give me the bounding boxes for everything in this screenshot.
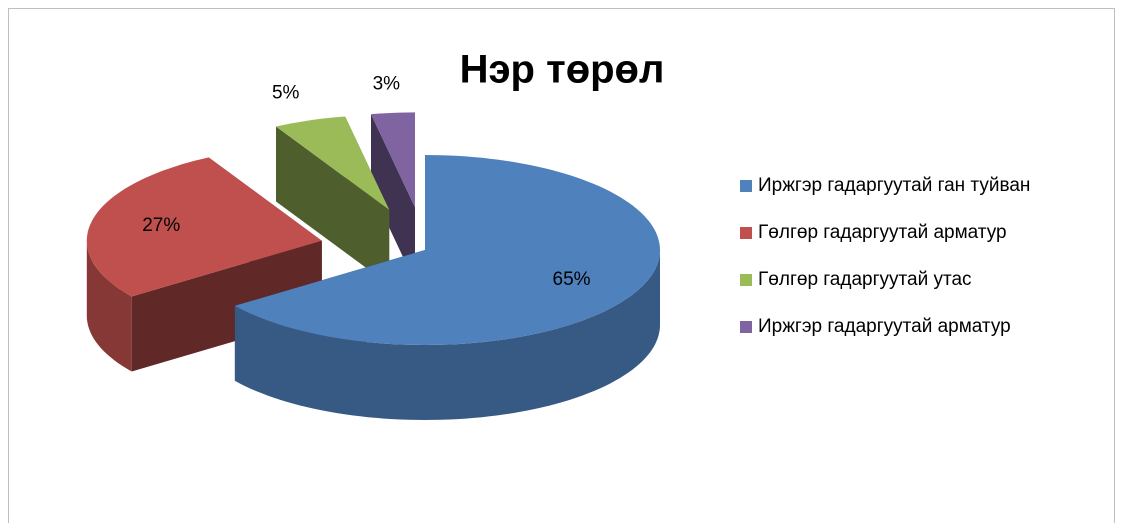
legend-label: Гөлгөр гадаргуутай утас [758,269,972,290]
slice-wall [86,240,132,372]
slice-wall [234,250,660,420]
legend-swatch [740,274,752,286]
slice-side [276,126,390,285]
data-label: 5% [272,83,300,104]
slice [234,155,660,345]
chart-title: Нэр төрөл [460,48,665,92]
legend-swatch [740,321,752,333]
slice [276,116,390,210]
data-label: 27% [142,215,180,236]
data-label: 3% [373,74,401,95]
legend-label: Иржгэр гадаргуутай арматур [758,316,1011,337]
legend-swatch [740,227,752,239]
slice [86,157,322,297]
legend-swatch [740,180,752,192]
legend-label: Иржгэр гадаргуутай ган туйван [758,175,1030,196]
legend-label: Гөлгөр гадаргуутай арматур [758,222,1007,243]
slice [371,112,415,208]
slice-side [371,114,415,283]
data-label: 65% [553,269,591,290]
